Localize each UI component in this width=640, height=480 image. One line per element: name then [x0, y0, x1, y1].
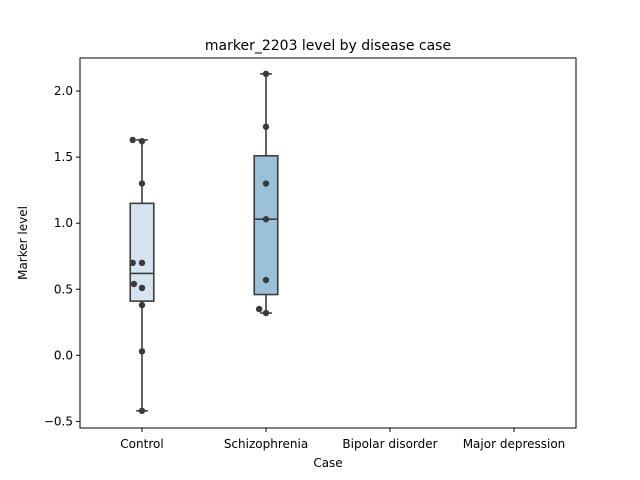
box-schizophrenia [253, 70, 279, 317]
data-point [138, 259, 146, 267]
data-point [129, 136, 136, 144]
data-point [138, 180, 146, 187]
y-tick-label: 1.5 [54, 150, 73, 164]
axes: −0.5 0.0 0.5 1.0 1.5 2.0 Control Schizophrenia B… [44, 84, 565, 451]
data-point [138, 138, 146, 145]
box-control [129, 136, 155, 415]
data-point [262, 123, 270, 130]
x-tick-label: Control [120, 437, 163, 451]
x-tick-label: Bipolar disorder [342, 437, 437, 451]
plot-area [129, 70, 279, 415]
data-point [255, 305, 263, 313]
data-point [138, 407, 146, 415]
y-tick-label: 2.0 [54, 84, 73, 98]
data-point [138, 301, 146, 309]
box-body [253, 154, 279, 296]
x-tick-label: Schizophrenia [224, 437, 308, 451]
data-point [138, 348, 146, 355]
data-point [262, 70, 270, 78]
chart-title: marker_2203 level by disease case [205, 38, 451, 54]
y-axis-label: Marker level [16, 206, 30, 280]
x-tick-label: Major depression [463, 437, 566, 451]
data-point [262, 276, 270, 284]
y-tick-label: −0.5 [44, 414, 73, 428]
plot-frame [79, 57, 577, 429]
data-point [138, 284, 146, 292]
data-point [262, 180, 270, 187]
data-point [129, 259, 136, 267]
y-tick-label: 0.5 [54, 282, 73, 296]
box-body [129, 202, 155, 302]
data-point [130, 280, 138, 288]
data-point [262, 216, 270, 223]
y-tick-label: 0.0 [54, 348, 73, 362]
x-axis-label: Case [313, 456, 342, 470]
data-point [262, 309, 270, 317]
y-tick-label: 1.0 [54, 216, 73, 230]
